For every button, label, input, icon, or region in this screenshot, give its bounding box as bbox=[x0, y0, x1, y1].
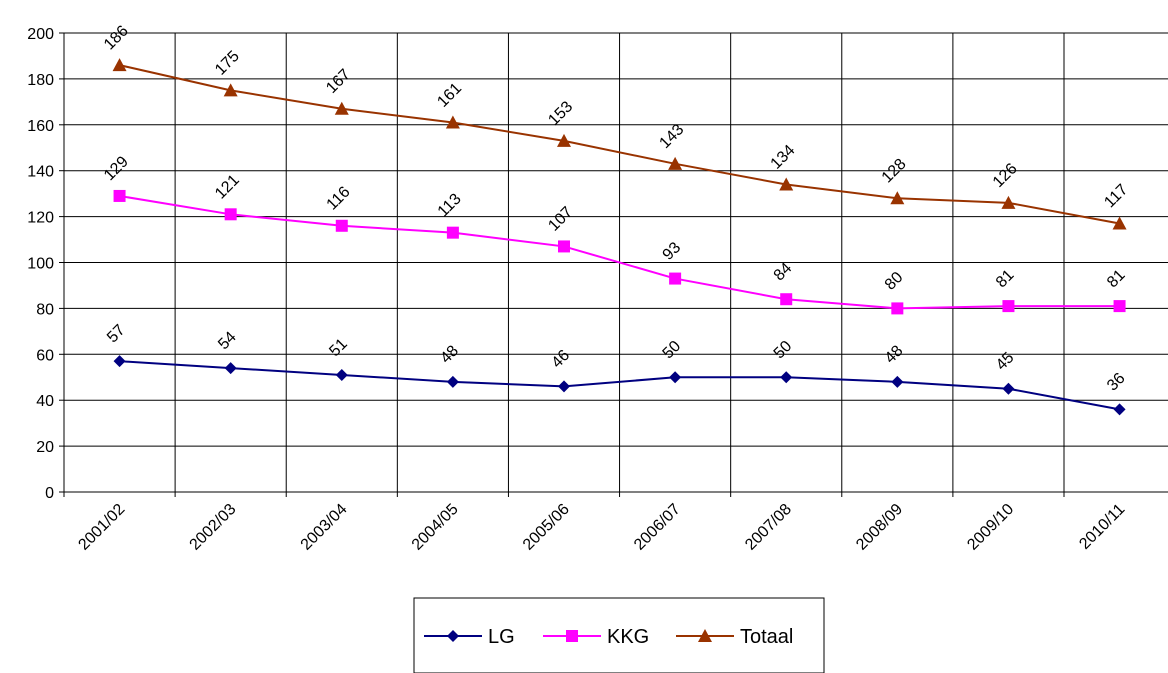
series-line-totaal bbox=[119, 64, 1120, 225]
data-point-kkg bbox=[446, 226, 459, 239]
data-point-kkg bbox=[669, 272, 682, 285]
data-label-totaal: 175 bbox=[212, 48, 243, 79]
data-point-lg bbox=[1002, 382, 1015, 395]
data-point-totaal bbox=[334, 101, 349, 115]
data-point-kkg bbox=[780, 293, 793, 306]
data-point-totaal bbox=[890, 191, 905, 205]
x-tick-label: 2002/03 bbox=[187, 501, 240, 554]
legend-marker-kkg bbox=[566, 630, 578, 642]
data-label-lg: 54 bbox=[215, 329, 240, 354]
data-point-kkg bbox=[335, 219, 348, 232]
data-label-kkg: 107 bbox=[545, 204, 576, 235]
data-point-lg bbox=[1113, 403, 1126, 416]
legend-label-lg: LG bbox=[488, 626, 515, 648]
data-point-lg bbox=[335, 368, 348, 381]
data-point-kkg bbox=[891, 302, 904, 315]
data-label-lg: 46 bbox=[549, 347, 574, 372]
data-label-lg: 57 bbox=[104, 322, 129, 347]
data-label-totaal: 126 bbox=[990, 160, 1021, 191]
data-label-kkg: 129 bbox=[101, 153, 132, 184]
y-tick-label: 160 bbox=[27, 118, 54, 135]
data-label-totaal: 143 bbox=[656, 121, 687, 152]
series-line-kkg bbox=[119, 194, 1120, 310]
data-point-totaal bbox=[445, 115, 460, 129]
data-label-lg: 48 bbox=[882, 342, 907, 367]
data-point-lg bbox=[113, 355, 126, 368]
data-point-lg bbox=[224, 362, 237, 375]
y-tick-label: 20 bbox=[36, 439, 54, 456]
legend-marker-totaal bbox=[698, 629, 712, 642]
data-label-lg: 51 bbox=[326, 335, 351, 360]
data-point-lg bbox=[669, 371, 682, 384]
data-label-totaal: 128 bbox=[879, 156, 910, 187]
y-tick-label: 0 bbox=[45, 485, 54, 502]
data-label-kkg: 80 bbox=[882, 269, 907, 294]
x-tick-label: 2008/09 bbox=[853, 501, 906, 554]
legend-marker-lg bbox=[447, 630, 459, 642]
data-label-kkg: 116 bbox=[324, 184, 354, 214]
y-tick-label: 180 bbox=[27, 72, 54, 89]
x-tick-label: 2005/06 bbox=[520, 501, 573, 554]
data-point-lg bbox=[446, 375, 459, 388]
legend-box bbox=[413, 597, 825, 673]
data-point-totaal bbox=[223, 83, 238, 97]
y-tick-label: 100 bbox=[27, 256, 54, 273]
data-point-kkg bbox=[224, 208, 237, 221]
data-label-lg: 50 bbox=[771, 338, 796, 363]
data-point-totaal bbox=[557, 133, 571, 147]
y-tick-label: 200 bbox=[27, 26, 54, 43]
data-label-kkg: 81 bbox=[1104, 267, 1129, 292]
data-point-kkg bbox=[558, 240, 570, 253]
data-label-totaal: 161 bbox=[434, 80, 465, 111]
data-point-kkg bbox=[113, 189, 126, 202]
series-line-lg bbox=[119, 360, 1120, 411]
x-tick-label: 2001/02 bbox=[75, 501, 128, 554]
data-label-kkg: 121 bbox=[212, 172, 243, 203]
x-tick-label: 2006/07 bbox=[631, 501, 684, 554]
x-tick-label: 2009/10 bbox=[964, 501, 1017, 554]
data-point-lg bbox=[780, 371, 793, 384]
data-label-totaal: 117 bbox=[1101, 181, 1131, 211]
data-label-lg: 50 bbox=[660, 338, 685, 363]
data-label-kkg: 81 bbox=[993, 267, 1018, 292]
data-label-lg: 36 bbox=[1104, 370, 1129, 395]
legend-label-kkg: KKG bbox=[607, 626, 649, 648]
x-tick-label: 2004/05 bbox=[409, 501, 462, 554]
data-point-totaal bbox=[779, 177, 794, 191]
data-point-lg bbox=[558, 380, 570, 393]
data-label-kkg: 93 bbox=[660, 239, 685, 264]
data-label-totaal: 134 bbox=[768, 142, 799, 173]
y-tick-label: 40 bbox=[36, 393, 54, 410]
data-label-lg: 48 bbox=[437, 342, 462, 367]
y-tick-label: 140 bbox=[27, 164, 54, 181]
data-point-totaal bbox=[668, 156, 683, 170]
data-point-totaal bbox=[112, 58, 127, 72]
legend-label-totaal: Totaal bbox=[740, 626, 793, 648]
x-tick-label: 2007/08 bbox=[742, 501, 795, 554]
x-tick-label: 2010/11 bbox=[1076, 501, 1128, 553]
data-point-totaal bbox=[1112, 216, 1127, 230]
data-point-totaal bbox=[1001, 195, 1016, 209]
data-label-totaal: 167 bbox=[323, 66, 354, 97]
y-tick-label: 80 bbox=[36, 301, 54, 318]
data-label-kkg: 84 bbox=[771, 260, 796, 285]
data-label-totaal: 186 bbox=[101, 22, 132, 53]
y-tick-label: 120 bbox=[27, 210, 54, 227]
x-tick-label: 2003/04 bbox=[298, 501, 351, 554]
data-point-kkg bbox=[1002, 300, 1015, 313]
data-label-kkg: 113 bbox=[435, 190, 465, 220]
data-point-lg bbox=[891, 375, 904, 388]
data-label-lg: 45 bbox=[993, 349, 1018, 374]
data-point-kkg bbox=[1113, 300, 1126, 313]
y-tick-label: 60 bbox=[36, 347, 54, 364]
